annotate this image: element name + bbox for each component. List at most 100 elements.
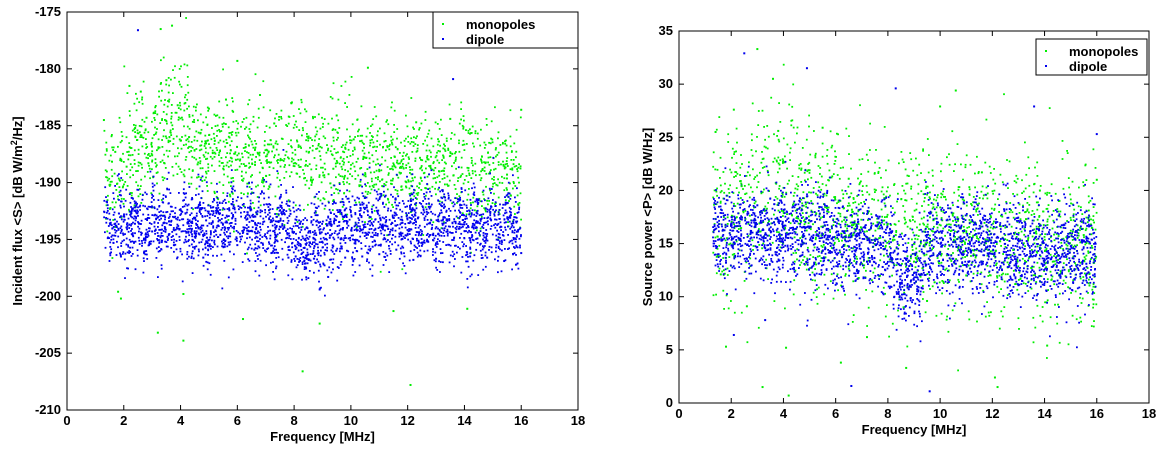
dipole-point — [148, 243, 151, 246]
dipole-point — [506, 217, 509, 220]
monopoles-point — [199, 144, 202, 147]
monopoles-point — [384, 159, 387, 162]
dipole-point — [129, 201, 132, 204]
dipole-point — [299, 245, 302, 248]
monopoles-point — [311, 139, 313, 141]
monopoles-point — [411, 151, 414, 153]
dipole-point — [164, 228, 167, 231]
dipole-point — [371, 264, 374, 267]
monopoles-point — [155, 131, 158, 134]
dipole-point — [201, 207, 204, 210]
monopoles-point — [882, 193, 885, 196]
monopoles-point — [357, 174, 360, 177]
monopoles-point — [232, 120, 235, 123]
monopoles-point — [1034, 166, 1036, 169]
dipole-point — [472, 259, 475, 262]
dipole-point — [408, 222, 411, 225]
monopoles-point — [206, 185, 208, 187]
monopoles-point — [516, 168, 518, 170]
monopoles-point — [327, 122, 330, 125]
dipole-point — [263, 235, 266, 237]
dipole-point — [504, 201, 507, 204]
dipole-point — [416, 247, 418, 249]
dipole-point — [375, 243, 377, 246]
monopoles-point — [174, 155, 176, 158]
monopoles-point — [116, 182, 119, 185]
monopoles-point — [461, 212, 464, 215]
monopoles-point — [495, 155, 497, 158]
monopoles-point — [172, 174, 175, 177]
dipole-point — [440, 252, 442, 255]
dipole-point — [489, 172, 491, 175]
dipole-point — [223, 260, 226, 262]
dipole-point — [498, 209, 501, 211]
dipole-point — [463, 230, 466, 232]
monopoles-point — [287, 122, 290, 125]
dipole-point — [397, 195, 400, 198]
dipole-point — [256, 247, 259, 250]
monopoles-point — [117, 195, 119, 198]
dipole-point — [412, 191, 415, 194]
monopoles-point — [295, 120, 297, 123]
monopoles-point — [455, 151, 457, 153]
dipole-point — [331, 244, 334, 247]
monopoles-point — [204, 151, 207, 154]
y-tick-label: 25 — [659, 129, 673, 144]
monopoles-point — [237, 158, 239, 161]
dipole-point — [239, 206, 241, 209]
monopoles-point — [186, 98, 189, 101]
dipole-point — [335, 219, 337, 222]
dipole-point — [294, 255, 297, 258]
dipole-point — [252, 213, 254, 216]
monopoles-point — [133, 163, 136, 165]
dipole-point — [498, 242, 501, 245]
monopoles-point — [503, 165, 506, 168]
monopoles-point — [952, 204, 954, 207]
dipole-point — [267, 196, 270, 199]
monopoles-point — [150, 192, 153, 195]
dipole-point — [274, 213, 276, 215]
monopoles-point — [142, 80, 145, 83]
monopoles-point — [104, 169, 107, 172]
dipole-point — [443, 229, 446, 232]
monopoles-point — [354, 201, 357, 204]
monopoles-point — [473, 145, 475, 148]
monopoles-point — [340, 156, 342, 159]
monopoles-point — [227, 165, 230, 168]
dipole-point — [139, 209, 141, 211]
dipole-point — [191, 197, 193, 199]
dipole-point — [281, 247, 284, 250]
monopoles-point — [335, 114, 338, 117]
monopoles-point — [161, 139, 163, 141]
monopoles-point — [1085, 179, 1088, 181]
monopoles-point — [1028, 195, 1031, 198]
dipole-point — [263, 178, 265, 181]
dipole-point — [368, 245, 371, 248]
dipole-point — [254, 228, 257, 231]
monopoles-point — [962, 231, 965, 234]
dipole-point — [478, 234, 481, 236]
dipole-point — [157, 276, 159, 278]
monopoles-point — [430, 137, 433, 140]
monopoles-point — [170, 78, 172, 81]
dipole-point — [484, 239, 487, 242]
dipole-point — [517, 211, 520, 214]
monopoles-point — [296, 221, 299, 223]
monopoles-point — [139, 185, 142, 187]
monopoles-point — [287, 199, 290, 202]
monopoles-point — [254, 146, 257, 149]
monopoles-point — [278, 118, 280, 121]
dipole-point — [347, 250, 350, 253]
dipole-point — [423, 241, 426, 244]
monopoles-point — [361, 141, 364, 144]
monopoles-point — [120, 158, 123, 161]
monopoles-point — [408, 187, 411, 190]
monopoles-point — [833, 163, 836, 165]
dipole-point — [296, 241, 299, 243]
dipole-point — [483, 236, 486, 239]
monopoles-point — [495, 147, 497, 149]
monopoles-point — [262, 106, 265, 109]
monopoles-point — [382, 146, 384, 149]
dipole-point — [380, 225, 383, 227]
monopoles-point — [458, 122, 461, 125]
